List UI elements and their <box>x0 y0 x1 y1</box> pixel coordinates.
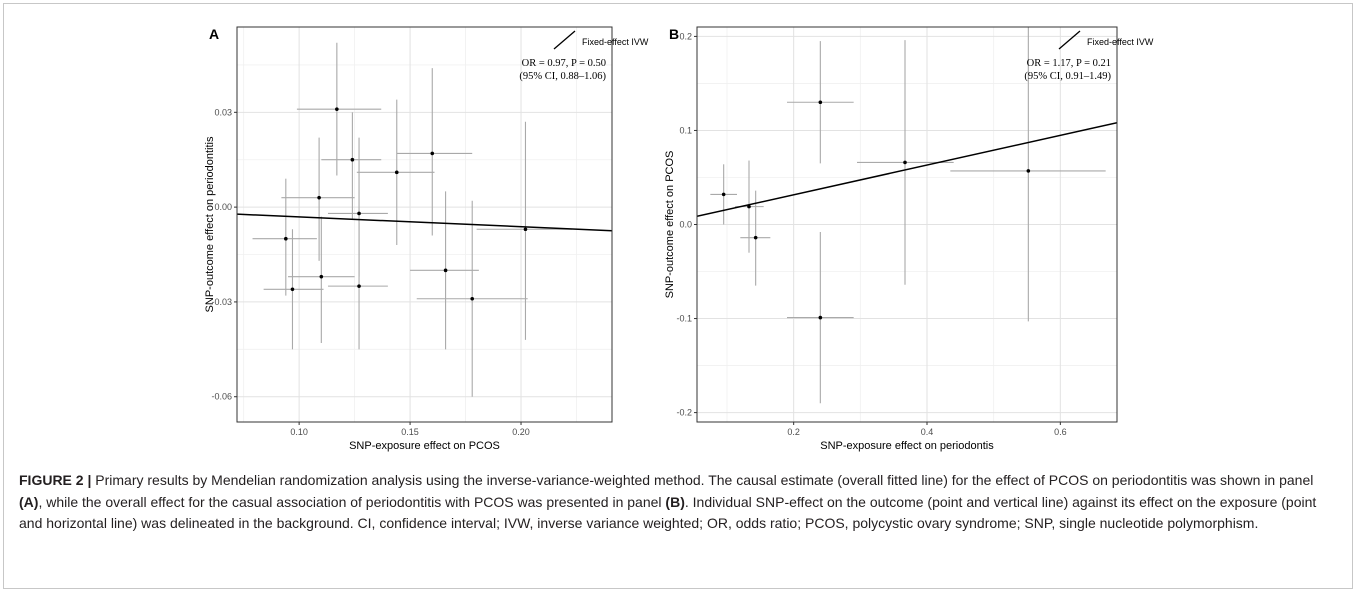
snp-point <box>335 107 339 111</box>
error-bars-a <box>253 43 573 397</box>
panel-letter: A <box>209 26 219 42</box>
snp-point <box>524 227 528 231</box>
x-axis-title: SNP-exposure effect on periodontis <box>820 440 994 452</box>
snp-point <box>351 158 355 162</box>
snp-point <box>747 205 751 209</box>
caption-panel-ref: (B) <box>665 494 684 510</box>
figure-caption: FIGURE 2 | Primary results by Mendelian … <box>19 470 1339 535</box>
confidence-interval-text: (95% CI, 0.88–1.06) <box>519 71 606 82</box>
y-tick-label: 0.1 <box>679 125 692 135</box>
grid-b <box>697 27 1117 422</box>
x-tick-label: 0.15 <box>401 427 419 437</box>
caption-text: , while the overall effect for the casua… <box>38 494 665 510</box>
y-axis-title: SNP-outcome effect on PCOS <box>664 151 676 299</box>
snp-point <box>320 275 324 279</box>
plot-border <box>237 27 612 422</box>
snp-point <box>819 316 823 320</box>
chart-panel-a: 0.10 0.15 0.20-0.06-0.030.000.03SNP-exposu… <box>204 26 649 452</box>
legend-key-line <box>1059 31 1080 49</box>
y-tick-label: -0.2 <box>676 408 692 418</box>
legend-label: Fixed-effect IVW <box>582 37 649 47</box>
caption-text: Primary results by Mendelian randomizati… <box>91 472 1313 488</box>
figure-panels: 0.10 0.15 0.20-0.06-0.030.000.03SNP-exposu… <box>0 0 1358 470</box>
x-axis-title: SNP-exposure effect on PCOS <box>349 440 500 452</box>
snp-point <box>395 171 399 175</box>
snp-point <box>284 237 288 241</box>
y-tick-label: 0.2 <box>679 31 692 41</box>
legend-label: Fixed-effect IVW <box>1087 37 1154 47</box>
y-tick-label: 0.03 <box>214 107 232 117</box>
grid-a <box>237 27 612 422</box>
y-tick-label: 0.00 <box>214 202 232 212</box>
snp-point <box>444 269 448 273</box>
snp-point <box>722 193 726 197</box>
legend-key-line <box>554 31 575 49</box>
x-tick-label: 0.6 <box>1054 427 1067 437</box>
x-tick-label: 0.4 <box>921 427 934 437</box>
caption-body: Primary results by Mendelian randomizati… <box>19 472 1316 531</box>
x-tick-label: 0.2 <box>787 427 800 437</box>
chart-panel-b: 0.2 0.4 0.6 -0.2 -0.1 0.0 0.1 0.2 SNP-exposure e… <box>664 20 1154 452</box>
y-tick-label: -0.06 <box>211 392 232 402</box>
snp-point <box>291 287 295 291</box>
caption-panel-ref: (A) <box>19 494 38 510</box>
snp-point <box>317 196 321 200</box>
confidence-interval-text: (95% CI, 0.91–1.49) <box>1024 71 1111 82</box>
snp-point <box>357 284 361 288</box>
or-estimate-text: OR = 1.17, P = 0.21 <box>1027 58 1111 69</box>
snp-point <box>903 161 907 165</box>
snp-point <box>819 100 823 104</box>
panel-letter: B <box>669 26 679 42</box>
snp-point <box>754 236 758 240</box>
snp-point <box>430 152 434 156</box>
or-estimate-text: OR = 0.97, P = 0.50 <box>522 58 606 69</box>
caption-label: FIGURE 2 | <box>19 472 91 488</box>
snp-point <box>357 212 361 216</box>
snp-point <box>470 297 474 301</box>
snp-point <box>1027 169 1031 173</box>
ivw-fitted-line <box>237 214 612 231</box>
y-tick-label: 0.0 <box>679 220 692 230</box>
y-axis-title: SNP-outcome effect on periodontitis <box>204 136 216 312</box>
x-tick-label: 0.20 <box>512 427 530 437</box>
y-tick-label: -0.1 <box>676 314 692 324</box>
ivw-fitted-line <box>697 123 1117 217</box>
x-tick-label: 0.10 <box>290 427 308 437</box>
